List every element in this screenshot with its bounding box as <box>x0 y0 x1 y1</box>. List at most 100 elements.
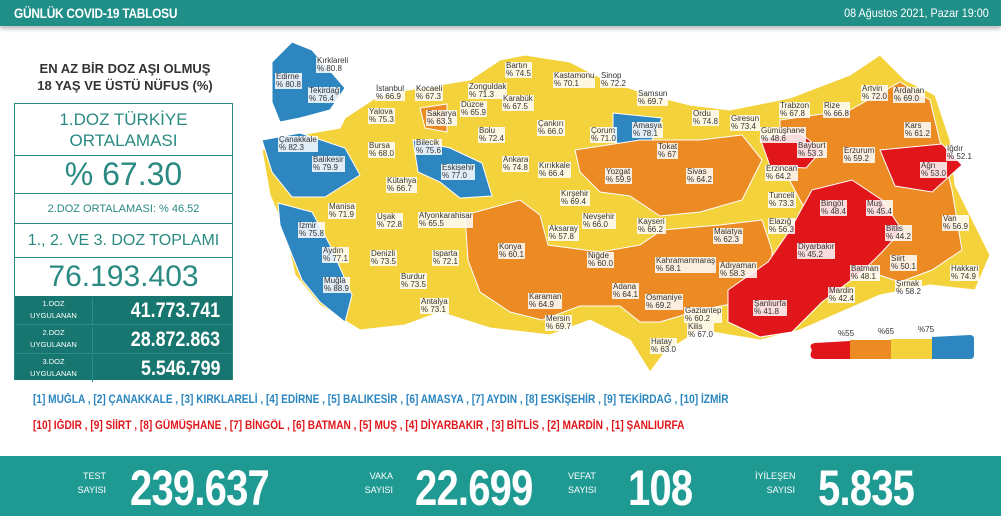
province-name: Ağrı <box>921 161 936 170</box>
province-name: Şırnak <box>896 279 920 288</box>
province-value: % 69.2 <box>646 301 671 310</box>
province-label: Nevşehir% 66.0 <box>582 213 616 229</box>
dose1-label-l2: UYGULANAN <box>30 311 77 320</box>
province-label: Van% 56.9 <box>942 215 969 231</box>
province-label: Amasya% 78.1 <box>632 122 663 138</box>
province-value: % 73.4 <box>731 122 756 131</box>
dose1-value: 41.773.741 <box>130 299 220 322</box>
province-name: Muğla <box>324 276 346 285</box>
province-value: % 60.0 <box>588 259 613 268</box>
province-value: % 62.3 <box>714 235 739 244</box>
dose3-row: 3.DOZ UYGULANAN 5.546.799 <box>15 354 232 382</box>
province-label: Bartın% 74.5 <box>505 62 532 78</box>
province-value: % 61.2 <box>905 129 930 138</box>
province-name: Malatya <box>714 227 743 236</box>
province-name: Kayseri <box>638 217 665 226</box>
province-value: % 76.4 <box>309 94 334 103</box>
province-name: Trabzon <box>780 101 810 110</box>
province-label: Çanakkale% 82.3 <box>278 136 318 152</box>
province-name: Hatay <box>651 337 672 346</box>
province-label: Trabzon% 67.8 <box>779 101 811 118</box>
province-value: % 66.8 <box>824 109 849 118</box>
province-label: Kırıkkale% 66.4 <box>538 161 572 178</box>
province-label: Bitlis% 44.2 <box>885 225 912 241</box>
province-value: % 50.1 <box>891 262 916 271</box>
province-name: İstanbul <box>376 84 405 93</box>
province-value: % 66.0 <box>583 220 608 229</box>
recovered-label: İYİLEŞEN SAYISI <box>755 469 796 497</box>
province-name: Erzurum <box>844 146 875 155</box>
province-label: Elazığ% 56.3 <box>768 218 795 234</box>
province-label: Artvin% 72.0 <box>861 85 888 101</box>
province-name: Karaman <box>529 292 562 301</box>
date-label: 08 Ağustos 2021, Pazar 19:00 <box>844 6 989 20</box>
province-name: Uşak <box>377 212 396 221</box>
province-name: Siirt <box>891 254 905 263</box>
province-name: Bitlis <box>886 224 903 233</box>
province-value: % 48.6 <box>761 134 786 143</box>
province-name: Kastamonu <box>554 71 595 80</box>
province-name: Denizli <box>371 249 396 258</box>
province-label: Giresun% 73.4 <box>730 115 761 131</box>
province-name: Antalya <box>421 297 448 306</box>
province-value: % 74.8 <box>693 117 718 126</box>
province-name: Sivas <box>687 167 707 176</box>
province-value: % 70.1 <box>554 79 579 88</box>
province-value: % 75.6 <box>416 146 441 155</box>
province-label: Kırşehir% 69.4 <box>560 190 590 206</box>
province-name: Muş <box>867 199 883 208</box>
province-label: Adıyaman% 58.3 <box>719 262 758 278</box>
province-label: Batman% 48.1 <box>850 265 880 281</box>
province-label: Zonguldak% 71.3 <box>468 83 508 99</box>
province-value: % 71.9 <box>329 210 354 219</box>
province-label: Edirne% 80.8 <box>275 73 302 89</box>
dose3-label-l2: UYGULANAN <box>30 369 77 378</box>
province-label: Sinop% 72.2 <box>600 72 627 88</box>
legend-yellow <box>891 339 932 359</box>
legend-blue <box>932 335 974 359</box>
province-label: Kastamonu% 70.1 <box>553 71 596 88</box>
province-value: % 60.1 <box>499 250 524 259</box>
province-value: % 63.0 <box>651 345 676 354</box>
legend-red <box>810 341 850 359</box>
death-value: 108 <box>628 460 693 516</box>
panel-title-line1: EN AZ BİR DOZ AŞI OLMUŞ <box>39 61 211 76</box>
province-value: % 44.2 <box>886 232 911 241</box>
province-label: Erzurum% 59.2 <box>843 146 876 163</box>
province-label: Mardin% 42.4 <box>828 287 855 303</box>
province-name: Tekirdağ <box>309 86 340 95</box>
province-value: % 80.8 <box>317 64 342 73</box>
province-label: Sivas% 64.2 <box>686 168 713 184</box>
death-label-l1: VEFAT <box>568 471 596 481</box>
province-name: Ardahan <box>894 86 925 95</box>
map-legend <box>810 335 974 359</box>
total-doses-label: 1., 2. VE 3. DOZ TOPLAMI <box>15 224 232 258</box>
province-name: Kırıkkale <box>539 161 571 170</box>
province-value: % 63.3 <box>427 117 452 126</box>
province-value: % 41.8 <box>754 307 779 316</box>
province-name: Amasya <box>633 121 662 130</box>
dose2-label-l2: UYGULANAN <box>30 340 77 349</box>
province-name: Bursa <box>369 141 390 150</box>
total-doses-value: 76.193.403 <box>48 260 199 293</box>
province-label: Uşak% 72.8 <box>376 213 403 229</box>
province-name: Bingöl <box>821 199 844 208</box>
province-label: İzmir% 75.8 <box>298 222 325 238</box>
province-name: Manisa <box>329 202 355 211</box>
province-name: Çankırı <box>538 119 564 128</box>
province-label: Ordu% 74.8 <box>692 110 719 126</box>
dose1-row: 1.DOZ UYGULANAN 41.773.741 <box>15 296 232 325</box>
province-value: % 64.2 <box>687 175 712 184</box>
province-value: % 64.1 <box>613 290 638 299</box>
legend-label-55: %55 <box>838 329 855 338</box>
province-value: % 53.3 <box>798 149 823 158</box>
province-label: Denizli% 73.5 <box>370 250 397 266</box>
province-label: Manisa% 71.9 <box>328 203 356 219</box>
province-name: Osmaniye <box>646 293 683 302</box>
province-name: Eskişehir <box>442 163 475 172</box>
province-value: % 88.9 <box>324 284 349 293</box>
province-label: Kocaeli% 67.3 <box>415 85 444 101</box>
province-label: Kahramanmaraş% 58.1 <box>655 257 717 273</box>
dose3-label: 3.DOZ UYGULANAN <box>15 356 93 382</box>
